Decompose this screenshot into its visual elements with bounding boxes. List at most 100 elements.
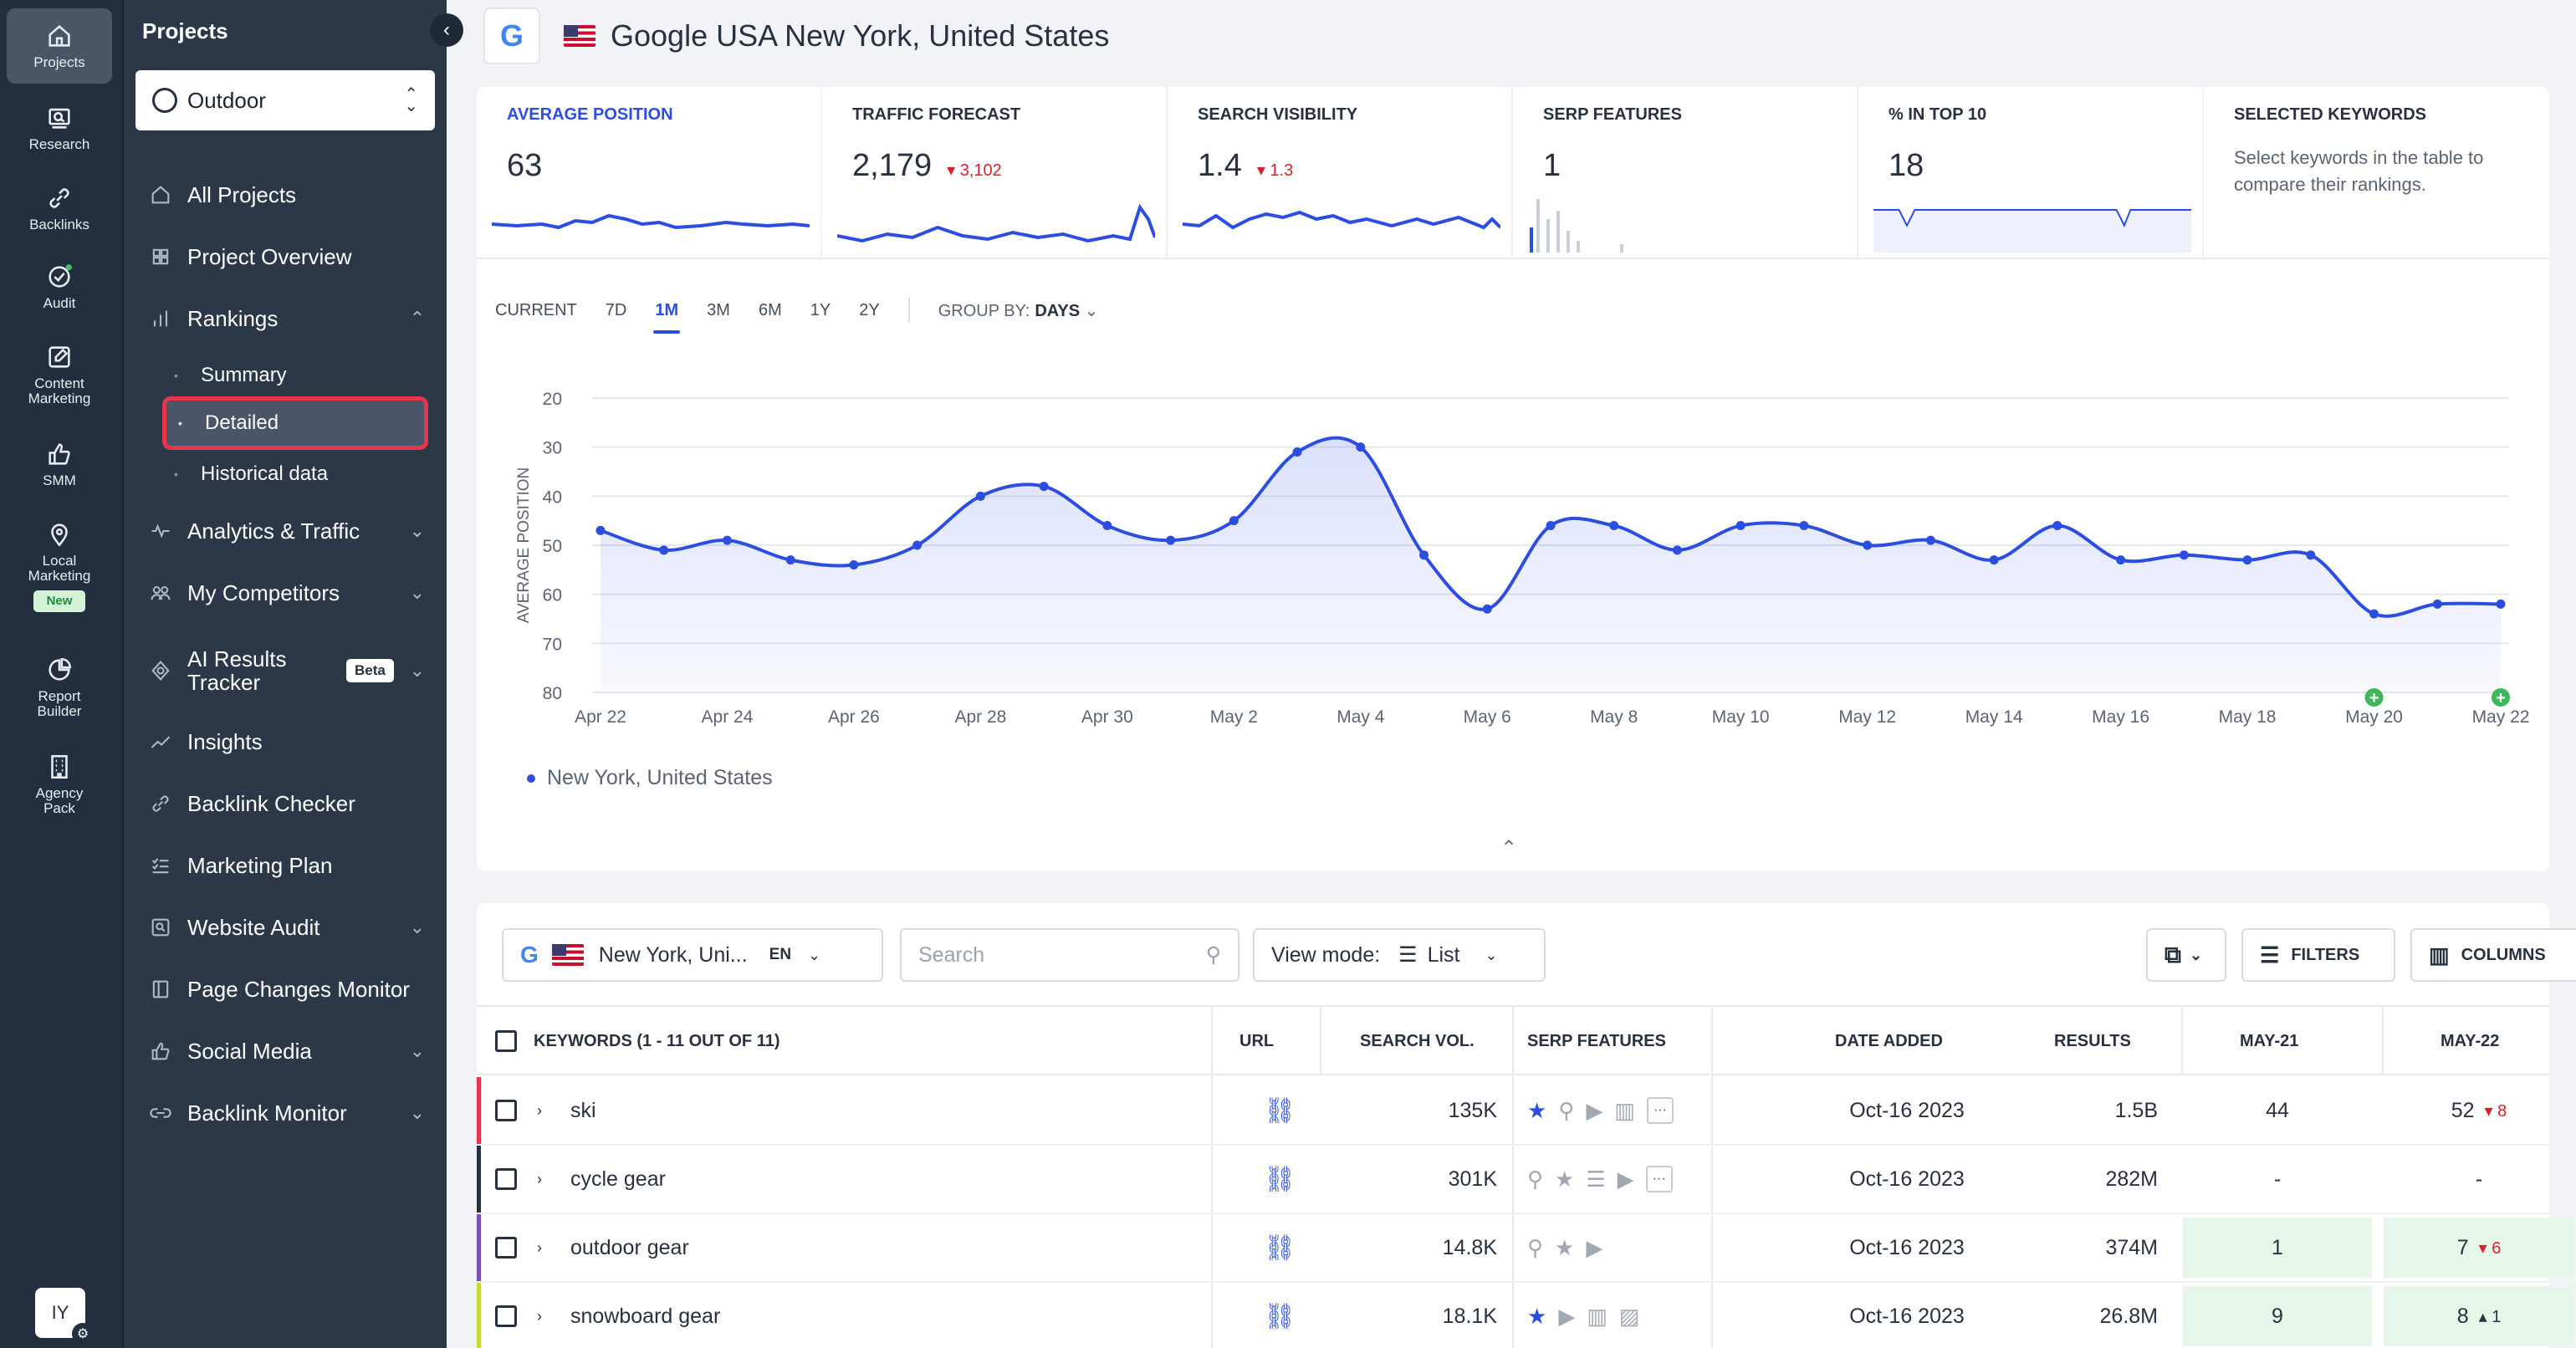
url-link-icon[interactable]: ⛓ — [1263, 1233, 1296, 1262]
metric-serp-features[interactable]: SERP FEATURES 1 — [1513, 87, 1858, 258]
sidebar-item-project-overview[interactable]: Project Overview — [149, 236, 430, 278]
star-icon: ★ — [1527, 1097, 1547, 1123]
sidebar-item-ai-results-tracker[interactable]: AI Results Tracker Beta ⌄ — [149, 644, 430, 697]
row-checkbox[interactable] — [495, 1077, 517, 1144]
location-select[interactable]: G New York, Uni... EN ⌄ — [502, 928, 883, 982]
rail-audit[interactable]: Audit — [7, 256, 112, 323]
columns-icon: ▥ — [2429, 942, 2450, 968]
row-checkbox[interactable] — [495, 1146, 517, 1213]
more-icon[interactable]: ··· — [1646, 1097, 1674, 1124]
table-row[interactable]: › snowboard gear ⛓ 18.1K ★ ▶ ▥ ▨ Oct-16 202… — [477, 1283, 2574, 1348]
metric-average-position[interactable]: AVERAGE POSITION 63 — [477, 87, 822, 258]
tab-current[interactable]: CURRENT — [495, 300, 577, 319]
sidebar-item-all-projects[interactable]: All Projects — [149, 174, 430, 216]
table-row[interactable]: › ski ⛓ 135K ★ ⚲ ▶ ▥ ··· Oct-16 2023 1.5B 44… — [477, 1077, 2549, 1146]
chevron-down-icon: ⌄ — [409, 520, 425, 541]
project-selector[interactable]: Outdoor ⌃ ⌄ — [135, 70, 435, 130]
keyword-cell[interactable]: snowboard gear — [570, 1304, 721, 1328]
metric-percent-in-top-10[interactable]: % IN TOP 10 18 — [1858, 87, 2204, 258]
sidebar-subitem-historical-data[interactable]: • Historical data — [174, 455, 425, 493]
sidebar-item-marketing-plan[interactable]: Marketing Plan — [149, 845, 430, 886]
us-flag-icon — [551, 944, 584, 966]
sidebar-item-analytics-traffic[interactable]: Analytics & Traffic ⌄ — [149, 510, 430, 552]
tab-3m[interactable]: 3M — [707, 300, 730, 319]
location-pin-icon: ⚲ — [1558, 1097, 1575, 1123]
sidebar-item-my-competitors[interactable]: My Competitors ⌄ — [149, 572, 430, 614]
user-avatar[interactable]: IY ⚙ — [35, 1288, 94, 1345]
rail-agency-pack[interactable]: Agency Pack — [7, 746, 112, 826]
expand-chevron-icon[interactable]: › — [537, 1101, 542, 1119]
group-by-selector[interactable]: GROUP BY: DAYS ⌄ — [938, 300, 1099, 321]
sidebar-subitem-detailed[interactable]: • Detailed — [162, 396, 428, 450]
search-input[interactable]: Search ⚲ — [900, 928, 1239, 982]
col-date-added[interactable]: DATE ADDED — [1835, 1031, 1943, 1050]
select-all-checkbox[interactable] — [495, 1007, 517, 1075]
metric-traffic-forecast[interactable]: TRAFFIC FORECAST 2,179 ▾ 3,102 — [822, 87, 1168, 258]
metric-label: SEARCH VISIBILITY — [1198, 105, 1358, 124]
data-point — [722, 535, 732, 545]
sidebar-item-backlink-monitor[interactable]: Backlink Monitor ⌄ — [149, 1092, 430, 1134]
column-divider — [2382, 1005, 2384, 1075]
rail-research[interactable]: Research — [7, 97, 112, 164]
rail-smm[interactable]: SMM — [7, 433, 112, 500]
sidebar-item-page-changes-monitor[interactable]: Page Changes Monitor — [149, 968, 430, 1010]
tab-1m[interactable]: 1M — [653, 300, 680, 334]
project-icon — [152, 88, 177, 113]
tab-6m[interactable]: 6M — [758, 300, 782, 319]
url-link-icon[interactable]: ⛓ — [1263, 1096, 1296, 1125]
sidebar-item-website-audit[interactable]: Website Audit ⌄ — [149, 906, 430, 948]
data-point — [2496, 599, 2506, 609]
chart-legend[interactable]: New York, United States — [527, 766, 773, 790]
sidebar-subitem-summary[interactable]: • Summary — [174, 356, 425, 395]
sidebar-item-social-media[interactable]: Social Media ⌄ — [149, 1030, 430, 1072]
filters-button[interactable]: ☰ FILTERS — [2241, 928, 2395, 982]
sidebar-item-insights[interactable]: Insights — [149, 721, 430, 763]
collapse-sidebar-button[interactable]: ‹ — [430, 13, 463, 47]
url-link-icon[interactable]: ⛓ — [1263, 1165, 1296, 1193]
table-row[interactable]: › cycle gear ⛓ 301K ⚲ ★ ☰ ▶ ··· Oct-16 2023 … — [477, 1146, 2549, 1214]
rail-backlinks[interactable]: Backlinks — [7, 177, 112, 244]
col-keywords[interactable]: KEYWORDS (1 - 11 OUT OF 11) — [534, 1031, 780, 1050]
columns-button[interactable]: ▥ COLUMNS — [2410, 928, 2576, 982]
keyword-cell[interactable]: cycle gear — [570, 1167, 666, 1191]
tab-2y[interactable]: 2Y — [859, 300, 880, 319]
series-area — [601, 437, 2501, 692]
keyword-cell[interactable]: ski — [570, 1098, 596, 1122]
view-mode-select[interactable]: View mode: ☰ List ⌄ — [1253, 928, 1546, 982]
expand-chevron-icon[interactable]: › — [537, 1307, 542, 1325]
tab-7d[interactable]: 7D — [605, 300, 627, 319]
average-position-sparkline — [492, 213, 810, 230]
col-search-vol[interactable]: SEARCH VOL. — [1360, 1031, 1475, 1050]
metric-search-visibility[interactable]: SEARCH VISIBILITY 1.4 ▾ 1.3 — [1168, 87, 1513, 258]
more-icon[interactable]: ··· — [1645, 1166, 1673, 1192]
col-may-22[interactable]: MAY-22 — [2441, 1031, 2500, 1050]
copy-button[interactable]: ⧉ ⌄ — [2146, 928, 2226, 982]
expand-chevron-icon[interactable]: › — [537, 1170, 542, 1187]
col-results[interactable]: RESULTS — [2054, 1031, 2131, 1050]
sidebar-item-backlink-checker[interactable]: Backlink Checker — [149, 783, 430, 825]
may-22-cell: - — [2384, 1146, 2574, 1213]
rail-local-marketing[interactable]: Local Marketing New — [7, 513, 112, 631]
chevron-up-icon[interactable]: ⌃ — [1500, 837, 1518, 860]
rail-report-builder[interactable]: Report Builder — [7, 649, 112, 729]
video-icon: ▶ — [1586, 1097, 1603, 1123]
data-point — [1546, 521, 1556, 531]
table-row[interactable]: › outdoor gear ⛓ 14.8K ⚲ ★ ▶ Oct-16 2023 3… — [477, 1214, 2574, 1283]
tab-1y[interactable]: 1Y — [810, 300, 831, 319]
data-point — [1166, 535, 1176, 545]
keywords-table-card: G New York, Uni... EN ⌄ Search ⚲ View mo… — [477, 903, 2576, 1348]
gear-icon[interactable]: ⚙ — [72, 1323, 94, 1345]
rail-projects[interactable]: Projects — [7, 8, 112, 84]
url-link-icon[interactable]: ⛓ — [1263, 1302, 1296, 1330]
col-may-21[interactable]: MAY-21 — [2240, 1031, 2299, 1050]
rail-content-marketing[interactable]: Content Marketing — [7, 336, 112, 416]
col-url[interactable]: URL — [1239, 1031, 1275, 1050]
row-checkbox[interactable] — [495, 1283, 517, 1348]
col-serp-features[interactable]: SERP FEATURES — [1527, 1031, 1666, 1050]
keyword-cell[interactable]: outdoor gear — [570, 1235, 689, 1259]
row-checkbox[interactable] — [495, 1214, 517, 1281]
search-engine-selector[interactable]: G — [483, 8, 540, 64]
metric-label: AVERAGE POSITION — [507, 105, 673, 124]
sidebar-item-rankings[interactable]: Rankings ⌃ — [149, 298, 430, 340]
expand-chevron-icon[interactable]: › — [537, 1238, 542, 1256]
